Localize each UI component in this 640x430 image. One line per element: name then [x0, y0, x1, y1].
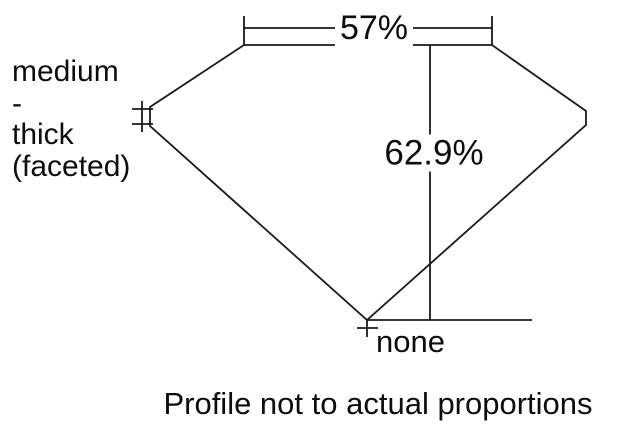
diamond-outline: [149, 44, 587, 322]
girdle-label-line3: thick: [12, 118, 74, 151]
depth-percent-label: 62.9%: [379, 134, 489, 172]
footnote-text: Profile not to actual proportions: [163, 386, 593, 421]
girdle-thickness-label: medium - thick (faceted): [12, 56, 130, 182]
table-width-percent-label: 57%: [334, 10, 414, 46]
girdle-label-line4: (faceted): [12, 149, 131, 183]
culet-label: none: [376, 324, 445, 359]
girdle-label-line1: medium: [12, 55, 119, 88]
girdle-label-line2: -: [12, 86, 22, 120]
